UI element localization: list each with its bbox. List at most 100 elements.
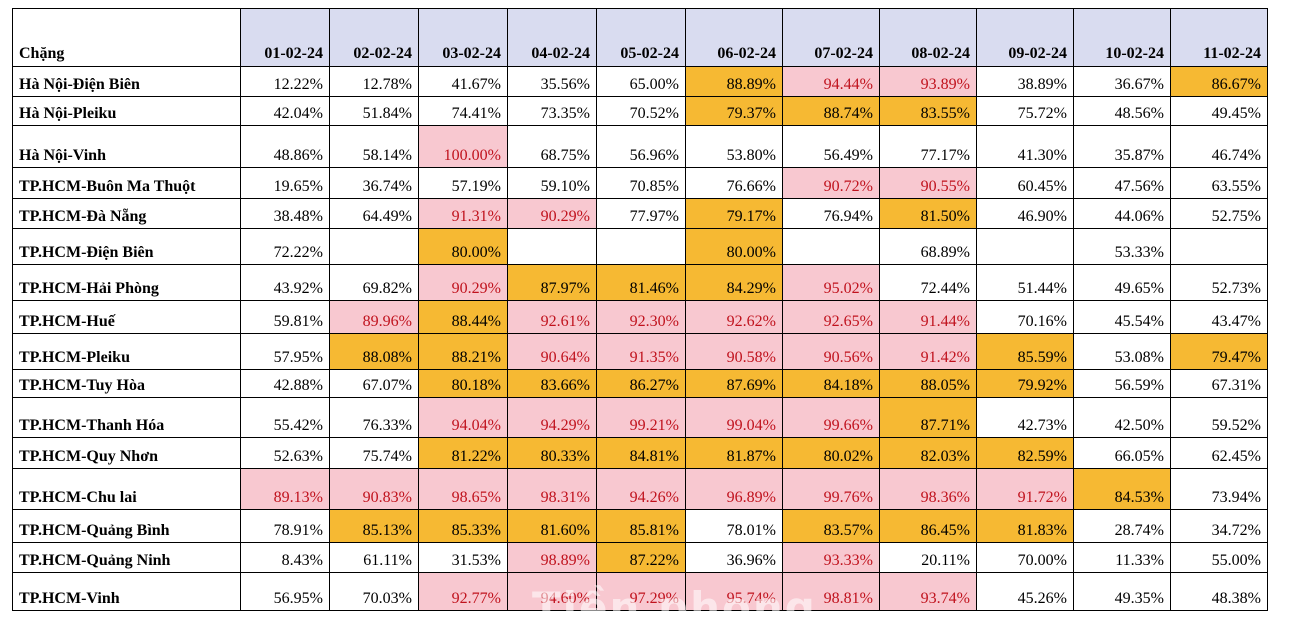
- load-factor-cell: 70.03%: [329, 572, 419, 611]
- table-row: TP.HCM-Thanh Hóa 55.42% 76.33% 94.04% 94.29%…: [12, 397, 1268, 438]
- load-factor-cell: 98.81%: [782, 572, 880, 611]
- load-factor-cell: 35.87%: [1073, 125, 1171, 168]
- load-factor-cell: 49.35%: [1073, 572, 1171, 611]
- load-factor-cell: 100.00%: [418, 125, 508, 168]
- load-factor-cell: 73.94%: [1170, 468, 1268, 510]
- load-factor-cell: 86.45%: [879, 509, 977, 543]
- load-factor-cell: 91.72%: [976, 468, 1074, 510]
- table-row: TP.HCM-Đà Nẵng 38.48% 64.49% 91.31% 90.29% 77…: [12, 198, 1268, 229]
- load-factor-cell: 48.38%: [1170, 572, 1268, 611]
- load-factor-cell: 42.04%: [240, 96, 330, 126]
- column-header-date: 05-02-24: [596, 8, 686, 67]
- load-factor-cell: 88.05%: [879, 369, 977, 398]
- load-factor-cell: 19.65%: [240, 167, 330, 199]
- load-factor-cell: 53.80%: [685, 125, 783, 168]
- load-factor-cell: 94.29%: [507, 397, 597, 438]
- load-factor-cell: 87.69%: [685, 369, 783, 398]
- table-row: TP.HCM-Điện Biên 72.22% 80.00% 80.00% 68.89%…: [12, 228, 1268, 265]
- load-factor-cell: 60.45%: [976, 167, 1074, 199]
- load-factor-cell: 79.37%: [685, 96, 783, 126]
- load-factor-cell: 43.92%: [240, 264, 330, 301]
- load-factor-cell: 85.33%: [418, 509, 508, 543]
- column-header-date: 11-02-24: [1170, 8, 1268, 67]
- route-name-cell: Hà Nội-Pleiku: [12, 96, 241, 126]
- load-factor-cell: 58.14%: [329, 125, 419, 168]
- table-row: TP.HCM-Quy Nhơn 52.63% 75.74% 81.22% 80.33% 8…: [12, 437, 1268, 469]
- load-factor-cell: 70.16%: [976, 300, 1074, 334]
- load-factor-cell: 91.35%: [596, 333, 686, 370]
- load-factor-cell: 62.45%: [1170, 437, 1268, 469]
- load-factor-cell: 52.73%: [1170, 264, 1268, 301]
- load-factor-cell: 75.74%: [329, 437, 419, 469]
- column-header-date: 06-02-24: [685, 8, 783, 67]
- column-header-route: Chặng: [12, 8, 241, 67]
- load-factor-cell: 49.65%: [1073, 264, 1171, 301]
- load-factor-cell: 98.36%: [879, 468, 977, 510]
- route-name-cell: TP.HCM-Quảng Bình: [12, 509, 241, 543]
- load-factor-cell: [596, 228, 686, 265]
- load-factor-cell: 84.18%: [782, 369, 880, 398]
- table-row: TP.HCM-Huế 59.81% 89.96% 88.44% 92.61% 92.30%…: [12, 300, 1268, 334]
- load-factor-cell: 74.41%: [418, 96, 508, 126]
- load-factor-cell: 93.74%: [879, 572, 977, 611]
- load-factor-cell: 70.00%: [976, 542, 1074, 573]
- load-factor-cell: 90.56%: [782, 333, 880, 370]
- load-factor-cell: 81.83%: [976, 509, 1074, 543]
- load-factor-cell: 80.02%: [782, 437, 880, 469]
- load-factor-cell: 86.27%: [596, 369, 686, 398]
- load-factor-cell: 48.86%: [240, 125, 330, 168]
- load-factor-cell: 51.84%: [329, 96, 419, 126]
- load-factor-cell: 88.44%: [418, 300, 508, 334]
- load-factor-cell: 81.50%: [879, 198, 977, 229]
- table-row: TP.HCM-Chu lai 89.13% 90.83% 98.65% 98.31% 94…: [12, 468, 1268, 510]
- load-factor-cell: 85.81%: [596, 509, 686, 543]
- load-factor-cell: 88.08%: [329, 333, 419, 370]
- load-factor-cell: 76.33%: [329, 397, 419, 438]
- load-factor-cell: [782, 228, 880, 265]
- route-name-cell: TP.HCM-Tuy Hòa: [12, 369, 241, 398]
- load-factor-cell: 93.89%: [879, 66, 977, 97]
- load-factor-cell: 88.89%: [685, 66, 783, 97]
- load-factor-cell: 90.29%: [507, 198, 597, 229]
- route-name-cell: Hà Nội-Vinh: [12, 125, 241, 168]
- load-factor-cell: 83.66%: [507, 369, 597, 398]
- load-factor-cell: 48.56%: [1073, 96, 1171, 126]
- load-factor-cell: 90.55%: [879, 167, 977, 199]
- load-factor-cell: 68.89%: [879, 228, 977, 265]
- load-factor-cell: 93.33%: [782, 542, 880, 573]
- route-name-cell: TP.HCM-Hải Phòng: [12, 264, 241, 301]
- column-header-date: 02-02-24: [329, 8, 419, 67]
- load-factor-cell: 86.67%: [1170, 66, 1268, 97]
- load-factor-cell: 49.45%: [1170, 96, 1268, 126]
- route-name-cell: TP.HCM-Huế: [12, 300, 241, 334]
- column-header-date: 04-02-24: [507, 8, 597, 67]
- load-factor-cell: 99.21%: [596, 397, 686, 438]
- load-factor-cell: 92.77%: [418, 572, 508, 611]
- load-factor-cell: [329, 228, 419, 265]
- route-name-cell: TP.HCM-Quảng Ninh: [12, 542, 241, 573]
- load-factor-cell: 98.31%: [507, 468, 597, 510]
- load-factor-cell: 70.52%: [596, 96, 686, 126]
- load-factor-cell: 41.30%: [976, 125, 1074, 168]
- load-factor-cell: 20.11%: [879, 542, 977, 573]
- load-factor-cell: 59.10%: [507, 167, 597, 199]
- table-row: Hà Nội-Vinh 48.86% 58.14% 100.00% 68.75% 56.9…: [12, 125, 1268, 168]
- table-row: Hà Nội-Điện Biên 12.22% 12.78% 41.67% 35.56%…: [12, 66, 1268, 97]
- load-factor-cell: 65.00%: [596, 66, 686, 97]
- load-factor-cell: 41.67%: [418, 66, 508, 97]
- table-row: TP.HCM-Tuy Hòa 42.88% 67.07% 80.18% 83.66% 86…: [12, 369, 1268, 398]
- load-factor-cell: 66.05%: [1073, 437, 1171, 469]
- route-name-cell: TP.HCM-Chu lai: [12, 468, 241, 510]
- load-factor-cell: 42.50%: [1073, 397, 1171, 438]
- load-factor-cell: 79.92%: [976, 369, 1074, 398]
- load-factor-cell: 80.00%: [418, 228, 508, 265]
- load-factor-cell: 59.52%: [1170, 397, 1268, 438]
- column-header-date: 08-02-24: [879, 8, 977, 67]
- load-factor-cell: 45.54%: [1073, 300, 1171, 334]
- load-factor-cell: 43.47%: [1170, 300, 1268, 334]
- load-factor-cell: 12.78%: [329, 66, 419, 97]
- load-factor-cell: [1170, 228, 1268, 265]
- load-factor-cell: 73.35%: [507, 96, 597, 126]
- table-row: TP.HCM-Buôn Ma Thuột 19.65% 36.74% 57.19% 59…: [12, 167, 1268, 199]
- load-factor-cell: 64.49%: [329, 198, 419, 229]
